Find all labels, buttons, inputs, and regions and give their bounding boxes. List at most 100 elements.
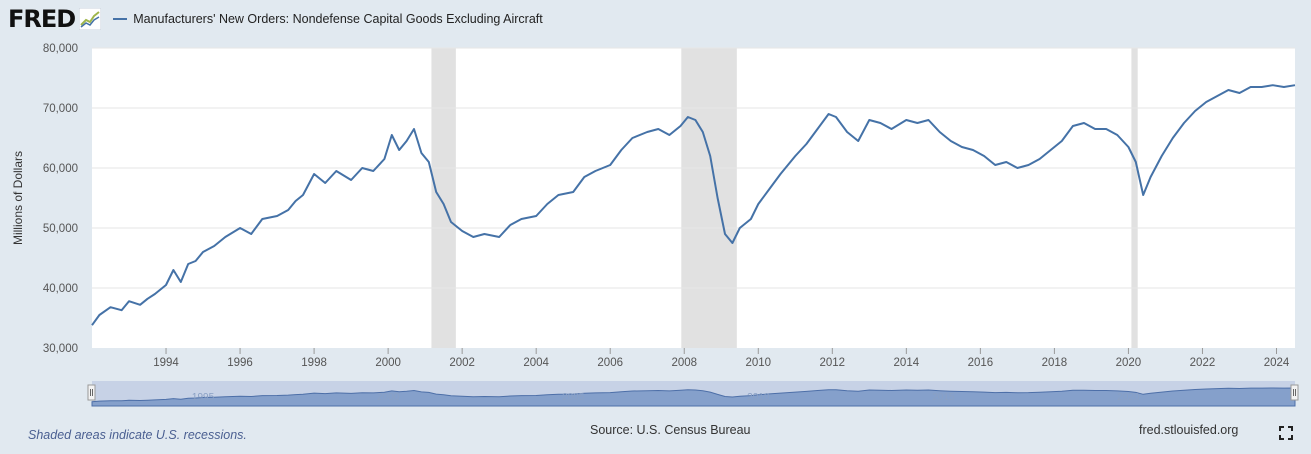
- data-point: [1126, 145, 1130, 149]
- data-point: [1204, 100, 1208, 104]
- navigator-tick-label: 2005: [562, 392, 585, 403]
- data-point: [1260, 85, 1264, 89]
- recession-band: [1131, 48, 1138, 348]
- data-point: [738, 226, 742, 230]
- data-point: [915, 121, 919, 125]
- data-point: [1293, 83, 1297, 87]
- data-point: [693, 118, 697, 122]
- data-point: [1282, 85, 1286, 89]
- data-point: [571, 190, 575, 194]
- x-tick-label: 1998: [301, 357, 327, 369]
- data-point: [471, 235, 475, 239]
- data-point: [938, 130, 942, 134]
- data-point: [334, 169, 338, 173]
- x-tick-labels: 1994 1996 1998 2000 2002 2004 2006 2008 2010 2012…: [153, 348, 1290, 369]
- data-point: [201, 250, 205, 254]
- navigator-area: [91, 387, 1296, 407]
- x-tick-label: 2006: [597, 357, 623, 369]
- legend-series-name: Manufacturers' New Orders: Nondefense Ca…: [133, 12, 543, 26]
- navigator-tick-label: 2020: [1117, 392, 1140, 403]
- recession-band: [681, 48, 737, 348]
- data-point: [556, 193, 560, 197]
- recession-band: [431, 48, 456, 348]
- data-point: [816, 127, 820, 131]
- data-point: [619, 148, 623, 152]
- range-navigator[interactable]: 1995 2000 2005 2010 2015 2020: [87, 381, 1299, 407]
- data-point: [405, 139, 409, 143]
- data-point: [1193, 109, 1197, 113]
- navigator-tick-labels: 1995 2000 2005 2010 2015 2020: [192, 392, 1140, 403]
- data-point: [1049, 148, 1053, 152]
- data-point: [845, 130, 849, 134]
- data-point: [1215, 94, 1219, 98]
- data-point: [294, 199, 298, 203]
- data-point: [323, 181, 327, 185]
- chart-header: FRED Manufacturers' New Orders: Nondefen…: [8, 4, 543, 34]
- data-point: [1015, 166, 1019, 170]
- x-tick-label: 2008: [671, 357, 697, 369]
- trend-line-icon: [79, 8, 102, 30]
- data-point: [856, 139, 860, 143]
- data-point: [164, 283, 168, 287]
- data-point: [519, 217, 523, 221]
- navigator-tick-label: 2015: [932, 392, 955, 403]
- data-point: [1027, 163, 1031, 167]
- data-point: [1134, 160, 1138, 164]
- data-point: [793, 154, 797, 158]
- data-point: [138, 303, 142, 307]
- data-point: [686, 115, 690, 119]
- data-point: [482, 232, 486, 236]
- data-point: [301, 193, 305, 197]
- data-point: [1060, 139, 1064, 143]
- data-point: [593, 169, 597, 173]
- data-point: [312, 172, 316, 176]
- data-point: [179, 280, 183, 284]
- y-tick-label: 80,000: [43, 43, 78, 55]
- grid-lines: [92, 47, 1295, 289]
- data-point: [993, 163, 997, 167]
- x-tick-label: 2012: [820, 357, 846, 369]
- data-point: [186, 262, 190, 266]
- x-tick-label: 2020: [1116, 357, 1142, 369]
- data-point: [756, 202, 760, 206]
- data-point: [867, 118, 871, 122]
- recession-bands: [431, 48, 1138, 348]
- navigator-tick-label: 1995: [192, 392, 215, 403]
- data-point: [382, 157, 386, 161]
- x-tick-label: 2000: [375, 357, 401, 369]
- site-link[interactable]: fred.stlouisfed.org: [1139, 423, 1239, 437]
- fred-logo[interactable]: FRED: [8, 5, 76, 33]
- data-point: [1115, 133, 1119, 137]
- chart-legend[interactable]: Manufacturers' New Orders: Nondefense Ca…: [113, 12, 543, 26]
- data-point: [608, 163, 612, 167]
- data-point: [97, 313, 101, 317]
- data-point: [497, 235, 501, 239]
- data-point: [982, 154, 986, 158]
- data-point: [723, 232, 727, 236]
- data-point: [545, 202, 549, 206]
- data-point: [1171, 136, 1175, 140]
- data-point: [534, 214, 538, 218]
- x-tick-label: 2010: [745, 357, 771, 369]
- data-point: [412, 127, 416, 131]
- fullscreen-icon[interactable]: [1279, 426, 1293, 440]
- navigator-right-handle[interactable]: [1290, 384, 1299, 401]
- data-point: [927, 118, 931, 122]
- data-point: [1038, 157, 1042, 161]
- navigator-tick-label: 2010: [747, 392, 770, 403]
- navigator-tick-label: 2000: [377, 392, 400, 403]
- recession-note: Shaded areas indicate U.S. recessions.: [28, 428, 247, 442]
- data-point: [286, 208, 290, 212]
- data-point: [656, 127, 660, 131]
- data-point: [679, 124, 683, 128]
- navigator-left-handle[interactable]: [87, 384, 96, 401]
- data-point: [971, 148, 975, 152]
- data-point: [1141, 193, 1145, 197]
- x-tick-label: 2016: [968, 357, 994, 369]
- data-point: [360, 166, 364, 170]
- data-point: [878, 121, 882, 125]
- data-point: [949, 139, 953, 143]
- data-point: [904, 118, 908, 122]
- data-point: [960, 145, 964, 149]
